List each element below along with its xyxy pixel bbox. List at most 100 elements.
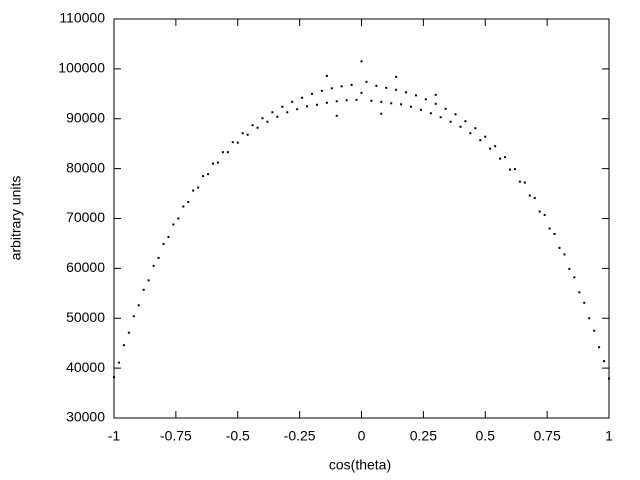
data-point <box>325 74 328 77</box>
data-point <box>528 194 531 197</box>
data-point <box>335 114 338 117</box>
data-point <box>385 86 388 89</box>
x-tick-label: -0.5 <box>226 428 250 444</box>
data-point <box>454 113 457 116</box>
y-tick-label: 80000 <box>66 159 105 175</box>
data-point <box>117 361 120 364</box>
y-tick-label: 30000 <box>66 409 105 425</box>
data-point <box>370 99 373 102</box>
plot-frame <box>113 18 610 419</box>
data-point <box>236 141 239 144</box>
data-point <box>306 105 309 108</box>
data-point <box>147 279 150 282</box>
data-point <box>499 157 502 160</box>
data-point <box>444 107 447 110</box>
data-point <box>414 94 417 97</box>
data-point <box>395 75 398 78</box>
data-point <box>281 105 284 108</box>
data-point <box>479 139 482 142</box>
data-point <box>320 89 323 92</box>
data-point <box>558 246 561 249</box>
y-tick-label: 90000 <box>66 109 105 125</box>
data-point <box>543 214 546 217</box>
data-point <box>187 201 190 204</box>
data-point <box>419 108 422 111</box>
data-point <box>345 99 348 102</box>
x-tick-label: -1 <box>108 428 121 444</box>
data-point <box>459 125 462 128</box>
data-point <box>504 156 507 159</box>
data-point <box>439 116 442 119</box>
data-point <box>538 210 541 213</box>
data-point <box>127 331 130 334</box>
x-tick-label: 1 <box>605 428 613 444</box>
data-point <box>246 133 249 136</box>
data-point <box>207 173 210 176</box>
data-point <box>142 288 145 291</box>
data-point <box>474 127 477 130</box>
x-tick-label: 0.5 <box>476 428 496 444</box>
data-point <box>375 84 378 87</box>
data-point <box>464 120 467 123</box>
data-point <box>395 88 398 91</box>
data-point <box>484 135 487 138</box>
data-point <box>212 162 214 165</box>
data-point <box>301 96 304 99</box>
y-tick-label: 60000 <box>66 259 105 275</box>
data-point <box>434 93 437 96</box>
data-point <box>509 168 511 171</box>
data-point <box>355 98 358 101</box>
data-point <box>548 227 551 230</box>
data-point <box>226 151 229 154</box>
data-point <box>315 103 318 106</box>
data-point <box>578 291 581 294</box>
data-point <box>518 180 521 183</box>
data-point <box>400 103 403 106</box>
x-tick-label: -0.25 <box>284 428 316 444</box>
y-tick-label: 40000 <box>66 359 105 375</box>
data-point <box>434 102 437 105</box>
data-point <box>588 317 591 320</box>
data-point <box>216 161 219 164</box>
data-point <box>603 360 606 363</box>
data-point <box>286 111 289 114</box>
data-point <box>424 98 427 101</box>
data-point <box>122 344 125 347</box>
y-tick-label: 70000 <box>66 209 105 225</box>
y-axis-label: arbitrary units <box>8 176 24 261</box>
data-point <box>494 145 497 148</box>
data-point <box>429 112 432 115</box>
data-point <box>360 91 363 94</box>
data-point <box>449 120 452 123</box>
data-point <box>360 60 363 63</box>
data-point <box>241 132 244 135</box>
data-point <box>410 105 412 108</box>
data-point <box>598 346 601 349</box>
data-point <box>266 120 269 123</box>
data-point <box>157 256 160 259</box>
data-point <box>380 112 383 115</box>
data-point <box>231 141 234 144</box>
data-point <box>172 223 175 226</box>
x-tick-label: 0.75 <box>534 428 561 444</box>
data-point <box>325 101 328 104</box>
data-point <box>573 276 576 279</box>
data-point <box>182 205 185 208</box>
data-point <box>296 108 299 111</box>
data-point <box>583 301 586 304</box>
data-point <box>593 329 596 332</box>
x-tick-label: -0.75 <box>160 428 192 444</box>
data-point <box>251 124 254 127</box>
data-point <box>365 80 368 83</box>
data-point <box>137 304 140 307</box>
data-point <box>197 186 200 189</box>
data-point <box>162 242 165 245</box>
data-point <box>608 377 610 380</box>
data-point <box>291 100 294 103</box>
data-point <box>563 253 566 256</box>
data-point <box>311 92 313 95</box>
data-point <box>523 181 526 184</box>
data-point <box>380 100 383 103</box>
